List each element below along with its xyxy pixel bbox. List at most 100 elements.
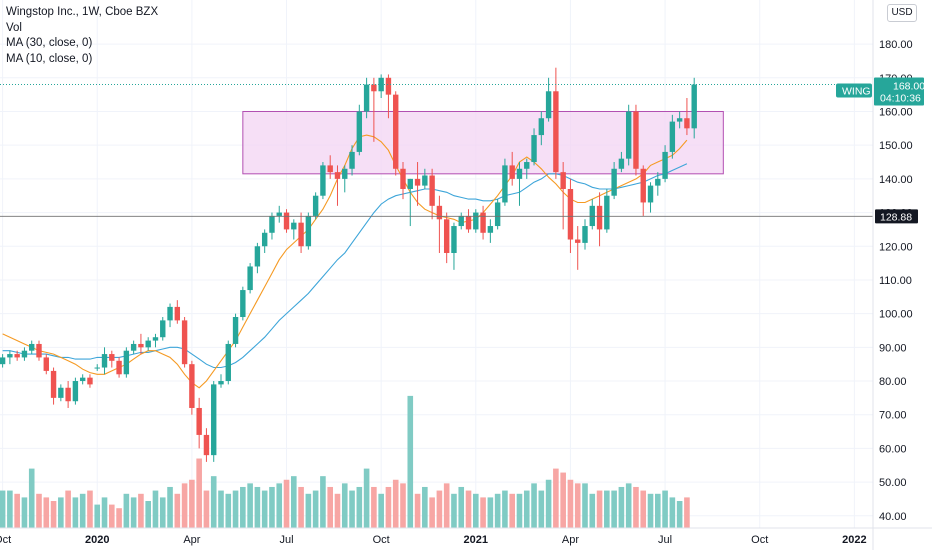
volume-bar (589, 493, 596, 528)
candle-body (240, 290, 246, 318)
candle-body (29, 343, 35, 351)
crosshair-price-label: 128.88 (880, 211, 912, 223)
candle-body (334, 172, 341, 179)
candle-body (109, 354, 115, 361)
volume-bar (407, 395, 414, 528)
candle-down (50, 367, 57, 405)
price-axis[interactable]: 40.00 50.00 60.00 70.00 80.00 90.00 100.00 110.… (879, 39, 913, 523)
candle-down (116, 357, 122, 378)
ma30-line (2, 163, 688, 369)
candle-down (196, 397, 202, 449)
volume-bar (422, 486, 428, 528)
candle-body (545, 91, 552, 119)
candle-up (218, 374, 224, 388)
candle-up (691, 77, 697, 139)
volume-bar (65, 490, 71, 528)
candle-up (79, 374, 86, 385)
candle-body (276, 212, 282, 216)
price-tick-label: 100.00 (879, 309, 913, 321)
volume-bar (116, 508, 122, 528)
volume-bar (58, 497, 64, 528)
volume-bar (487, 497, 494, 528)
candle-down (480, 205, 486, 240)
volume-indicator-label[interactable]: Vol (6, 21, 22, 34)
volume-bar (152, 490, 159, 528)
candle-up (247, 263, 253, 294)
candle-up (516, 162, 523, 206)
candle-body (647, 185, 654, 203)
volume-bar (465, 490, 472, 528)
ma10-indicator-label[interactable]: MA (10, close, 0) (6, 52, 93, 65)
candle-body (458, 215, 464, 227)
time-tick-label: Apr (562, 534, 579, 546)
candle-down (87, 374, 93, 388)
candle-body (604, 195, 610, 230)
volume-bar (494, 493, 501, 528)
candle-body (349, 151, 355, 169)
candle-body (181, 320, 188, 365)
candle-body (560, 172, 566, 189)
ma30-indicator-label[interactable]: MA (30, close, 0) (6, 37, 93, 49)
candle-down (509, 151, 515, 186)
volume-bar (502, 490, 508, 528)
candle-up (94, 364, 100, 371)
candle-body (487, 226, 494, 233)
volume-bar (523, 490, 530, 528)
currency-button[interactable]: USD (887, 4, 917, 22)
candle-body (342, 168, 348, 179)
volume-bar (312, 490, 319, 528)
volume-bar (574, 483, 581, 528)
candle-up (167, 303, 173, 328)
volume-bar (560, 472, 566, 528)
candle-body (327, 165, 333, 173)
candle-up (123, 347, 130, 378)
volume-bar (509, 493, 515, 528)
candle-body (261, 232, 268, 247)
bar-countdown-label: 04:10:36 (880, 93, 921, 105)
candle-down (596, 192, 603, 247)
candle-up (7, 350, 13, 365)
volume-bar (371, 486, 377, 528)
candle-body (94, 367, 100, 369)
candle-body (167, 306, 173, 321)
chart-grid (0, 0, 873, 528)
price-tick-label: 60.00 (879, 443, 907, 455)
candle-up (312, 192, 319, 220)
candle-down (14, 350, 20, 361)
candle-body (640, 168, 646, 203)
candle-body (254, 246, 261, 267)
candle-body (363, 84, 370, 112)
volume-bar (618, 486, 625, 528)
candle-body (494, 202, 501, 227)
volume-bar (94, 504, 101, 528)
volume-bar (145, 501, 151, 528)
candle-body (43, 357, 49, 371)
time-tick-label: Oct (373, 534, 390, 546)
volume-bar (341, 483, 348, 528)
time-axis[interactable]: Oct 2020 Apr Jul Oct 2021 Apr Jul Oct 2022 (0, 534, 867, 546)
candle-body (473, 212, 479, 230)
volume-bar (582, 483, 588, 528)
candle-up (531, 128, 537, 166)
volume-bar (109, 504, 115, 528)
candle-down (640, 165, 646, 216)
symbol-title[interactable]: Wingstop Inc., 1W, Cboe BZX (6, 6, 159, 18)
candle-body (14, 354, 20, 358)
candle-up (458, 212, 464, 230)
volume-bar (7, 490, 13, 528)
candle-body (443, 219, 450, 253)
symbol-tag (836, 83, 872, 98)
volume-bar (123, 493, 130, 528)
volume-bar (87, 490, 93, 528)
volume-bar (247, 483, 253, 528)
candle-down (283, 209, 290, 233)
candle-body (138, 343, 144, 348)
candle-body (203, 434, 210, 456)
time-tick-label: Jul (279, 534, 293, 546)
candle-up (29, 340, 35, 355)
candlesticks (0, 67, 697, 462)
volume-bar (458, 486, 465, 528)
candle-down (189, 360, 195, 415)
candle-up (305, 212, 312, 250)
